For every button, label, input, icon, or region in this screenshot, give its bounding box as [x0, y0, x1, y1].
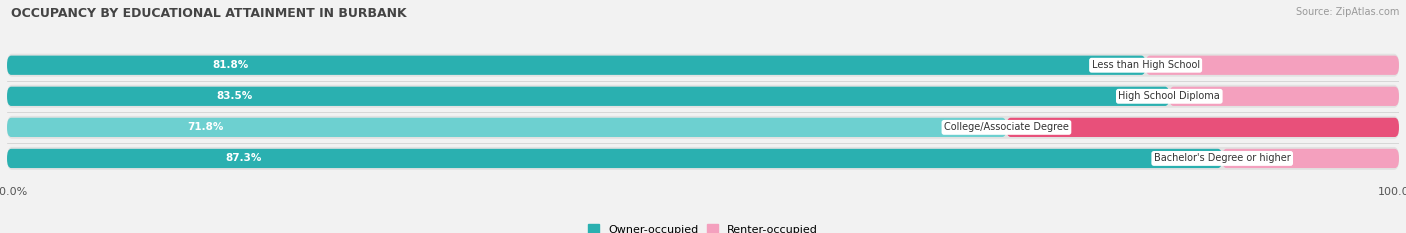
FancyBboxPatch shape [1007, 118, 1399, 137]
FancyBboxPatch shape [7, 147, 1399, 170]
FancyBboxPatch shape [7, 54, 1399, 77]
Text: 71.8%: 71.8% [187, 122, 224, 132]
Text: 81.8%: 81.8% [212, 60, 249, 70]
FancyBboxPatch shape [1222, 149, 1399, 168]
Text: Bachelor's Degree or higher: Bachelor's Degree or higher [1154, 154, 1291, 163]
FancyBboxPatch shape [7, 116, 1399, 139]
FancyBboxPatch shape [1146, 56, 1399, 75]
FancyBboxPatch shape [7, 56, 1146, 75]
FancyBboxPatch shape [7, 85, 1399, 108]
Text: College/Associate Degree: College/Associate Degree [943, 122, 1069, 132]
Text: Less than High School: Less than High School [1091, 60, 1199, 70]
FancyBboxPatch shape [7, 149, 1222, 168]
FancyBboxPatch shape [7, 87, 1170, 106]
FancyBboxPatch shape [7, 118, 1007, 137]
Text: OCCUPANCY BY EDUCATIONAL ATTAINMENT IN BURBANK: OCCUPANCY BY EDUCATIONAL ATTAINMENT IN B… [11, 7, 406, 20]
FancyBboxPatch shape [1170, 87, 1399, 106]
Text: 87.3%: 87.3% [226, 154, 262, 163]
Text: High School Diploma: High School Diploma [1118, 91, 1220, 101]
Text: 83.5%: 83.5% [217, 91, 253, 101]
Legend: Owner-occupied, Renter-occupied: Owner-occupied, Renter-occupied [583, 220, 823, 233]
Text: Source: ZipAtlas.com: Source: ZipAtlas.com [1295, 7, 1399, 17]
